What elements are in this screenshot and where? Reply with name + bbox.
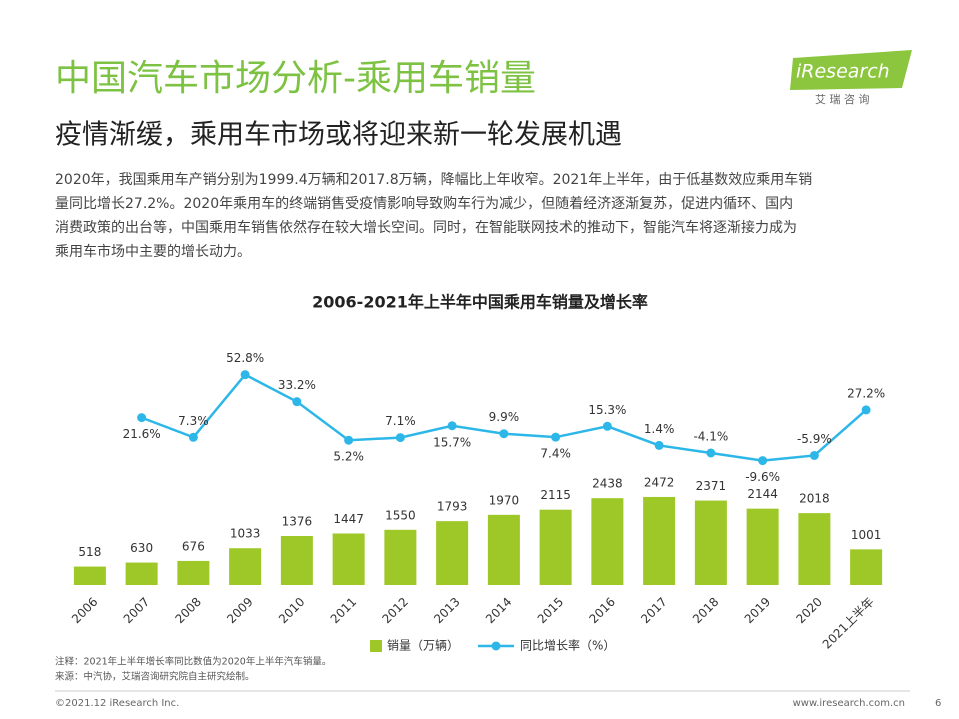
bar-value-label: 2144 <box>747 487 778 501</box>
line-value-label: 21.6% <box>123 427 161 441</box>
bar <box>125 562 158 585</box>
line-value-label: 5.2% <box>333 450 364 464</box>
x-tick-label: 2016 <box>586 595 617 626</box>
logo-text: iResearch <box>796 61 890 83</box>
footer-copyright: ©2021.12 iResearch Inc. <box>55 698 179 709</box>
legend-label: 销量（万辆） <box>387 639 459 653</box>
x-tick-label: 2015 <box>535 595 566 626</box>
line-value-label: -5.9% <box>797 432 832 446</box>
growth-point <box>809 450 819 460</box>
paragraph-line: 乘用车市场中主要的增长动力。 <box>55 243 251 260</box>
line-value-label: 1.4% <box>644 422 675 436</box>
x-tick-label: 2011 <box>328 595 359 626</box>
bar-value-label: 1447 <box>333 512 364 526</box>
bar-value-label: 630 <box>130 541 153 555</box>
chart-title: 2006-2021年上半年中国乘用车销量及增长率 <box>312 293 648 312</box>
x-tick-label: 2018 <box>690 595 721 626</box>
growth-point <box>758 456 768 466</box>
line-value-label: 15.3% <box>588 403 626 417</box>
x-tick-label: 2008 <box>172 595 203 626</box>
page-subtitle: 疫情渐缓，乘用车市场或将迎来新一轮发展机遇 <box>55 120 622 151</box>
bar-value-label: 2472 <box>644 475 675 489</box>
growth-point <box>188 432 198 442</box>
paragraph-line: 2020年，我国乘用车产销分别为1999.4万辆和2017.8万辆，降幅比上年收… <box>55 171 812 188</box>
bar-value-label: 1376 <box>282 515 313 529</box>
bar-value-label: 2371 <box>696 479 727 493</box>
bar <box>487 514 520 585</box>
growth-point <box>344 435 354 445</box>
bar <box>539 509 572 585</box>
bar-value-label: 1033 <box>230 527 261 541</box>
bar-value-label: 518 <box>78 545 101 559</box>
bar-value-label: 2018 <box>799 492 830 506</box>
bar <box>643 496 676 585</box>
line-value-label: 9.9% <box>489 410 520 424</box>
note: 注释：2021年上半年增长率同比数值为2020年上半年汽车销量。 <box>55 656 331 668</box>
page-title: 中国汽车市场分析-乘用车销量 <box>55 58 536 99</box>
growth-point <box>861 405 871 415</box>
x-tick-label: 2019 <box>742 595 773 626</box>
x-tick-label: 2017 <box>638 595 669 626</box>
bar <box>591 498 624 585</box>
line-value-label: 33.2% <box>278 378 316 392</box>
growth-point <box>292 397 302 407</box>
bar-value-label: 1550 <box>385 508 416 522</box>
x-tick-label: 2012 <box>379 595 410 626</box>
bar-value-label: 1793 <box>437 500 468 514</box>
x-tick-label: 2014 <box>483 595 514 626</box>
x-tick-label: 2007 <box>121 595 152 626</box>
bar-value-label: 1001 <box>851 528 882 542</box>
growth-point <box>551 432 561 442</box>
bar <box>384 529 417 585</box>
bar <box>798 513 831 585</box>
legend-marker <box>491 641 501 651</box>
line-value-label: 52.8% <box>226 351 264 365</box>
bar-value-label: 2115 <box>540 488 571 502</box>
growth-point <box>499 429 509 439</box>
bar <box>694 500 727 585</box>
logo-chinese: 艾 瑞 咨 询 <box>815 92 870 106</box>
growth-point <box>447 421 457 431</box>
growth-point <box>602 421 612 431</box>
legend-swatch <box>370 640 382 652</box>
paragraph-line: 消费政策的出台等，中国乘用车销售依然存在较大增长空间。同时，在智能联网技术的推动… <box>55 219 797 236</box>
line-value-label: -9.6% <box>745 470 780 484</box>
x-tick-label: 2006 <box>69 595 100 626</box>
growth-point <box>137 413 147 423</box>
line-value-label: 27.2% <box>847 386 885 400</box>
bar <box>332 533 365 585</box>
growth-point <box>654 440 664 450</box>
logo-shape <box>790 50 912 90</box>
x-tick-label: 2009 <box>224 595 255 626</box>
note: 来源：中汽协，艾瑞咨询研究院自主研究绘制。 <box>55 671 255 683</box>
legend-label: 同比增长率（%） <box>520 638 615 653</box>
bar-value-label: 676 <box>182 539 205 553</box>
growth-point <box>395 433 405 443</box>
x-tick-label: 2020 <box>793 595 824 626</box>
page-number: 6 <box>935 698 941 709</box>
bar <box>73 566 106 585</box>
line-value-label: 7.1% <box>385 414 416 428</box>
line-value-label: -4.1% <box>693 430 728 444</box>
line-value-label: 15.7% <box>433 435 471 449</box>
growth-point <box>240 370 250 380</box>
line-value-label: 7.3% <box>178 414 209 428</box>
line-value-label: 7.4% <box>540 447 571 461</box>
bar-value-label: 1970 <box>489 493 520 507</box>
bar <box>177 560 210 585</box>
bar <box>280 536 313 585</box>
bar <box>850 549 883 585</box>
growth-point <box>706 448 716 458</box>
paragraph-line: 量同比增长27.2%。2020年乘用车的终端销售受疫情影响导致购车行为减少，但随… <box>55 195 793 212</box>
x-tick-label: 2010 <box>276 595 307 626</box>
bar <box>746 508 779 585</box>
x-tick-label: 2021上半年 <box>820 595 877 652</box>
bar <box>229 548 262 585</box>
bar <box>436 521 469 585</box>
footer-website: www.iresearch.com.cn <box>793 698 905 709</box>
x-tick-label: 2013 <box>431 595 462 626</box>
bar-value-label: 2438 <box>592 477 623 491</box>
